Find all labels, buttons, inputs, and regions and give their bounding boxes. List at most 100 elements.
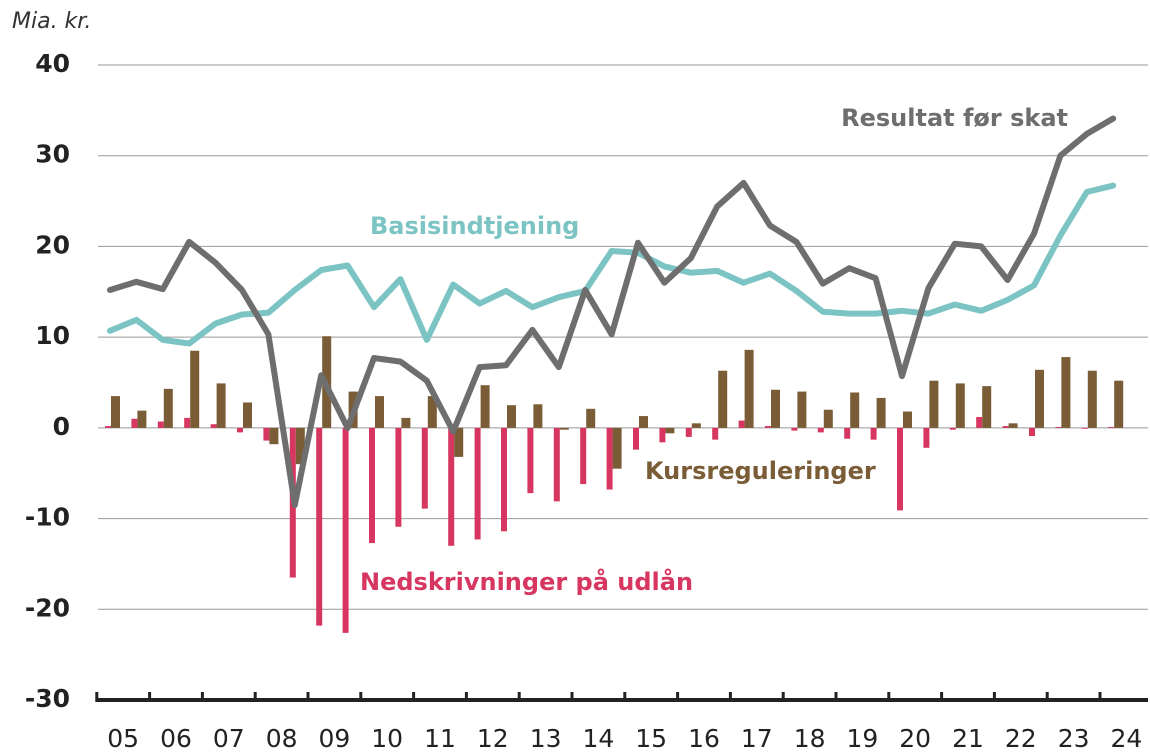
lines [107,115,1117,508]
bar [797,391,807,428]
bar [712,427,719,440]
y-tick-label: 40 [35,49,70,78]
bar [765,426,771,428]
y-axis-label: Mia. kr. [12,9,91,34]
series-label: Nedskrivninger på udlån [360,567,693,596]
bar [685,427,692,437]
bar [263,427,270,441]
x-tick-label: 22 [1005,724,1037,753]
x-tick-label: 15 [635,724,667,753]
bar [639,416,648,428]
bar [844,427,851,439]
x-tick-label: 12 [477,724,509,753]
x-tick-label: 20 [899,724,931,753]
bar [823,409,833,428]
bar [190,350,200,428]
bar [131,418,138,428]
bar [105,426,111,428]
x-tick-label: 14 [582,724,614,753]
grid: -30 -20 -10 0 10 20 30 40 [25,49,1148,713]
x-tick-label: 21 [952,724,984,753]
x-tick-label: 16 [688,724,720,753]
bar [876,397,886,428]
bar [744,349,754,428]
y-tick-label: 10 [35,321,70,350]
bar [955,383,965,428]
bar [976,416,983,428]
bar [527,427,534,494]
x-tick-label: 08 [266,724,298,753]
bar [111,396,120,428]
bar [474,427,481,540]
bar [949,427,956,430]
y-tick-label: -10 [25,503,70,532]
series-label: Kursreguleringer [645,457,876,485]
bar [897,427,903,511]
bar [1008,423,1018,428]
bar [982,386,992,428]
line [107,182,1117,347]
bar [480,385,490,428]
bar [606,427,613,490]
line [107,115,1117,508]
bar [421,427,428,509]
bar [316,427,323,626]
bar [137,410,147,428]
x-axis: 05 06 07 08 09 10 11 12 13 14 15 16 17 18 19 20 21 22 23 24 [95,692,1148,753]
bar [401,417,411,428]
bar [243,402,252,428]
x-tick-label: 19 [846,724,878,753]
bar [903,411,912,428]
y-tick-label: 30 [35,140,70,169]
bar [163,388,173,428]
x-tick-label: 06 [160,724,192,753]
bar [216,383,226,428]
y-tick-label: -20 [25,593,70,622]
bar [870,427,877,440]
x-tick-label: 18 [794,724,826,753]
bar [501,427,507,532]
bar [369,427,375,544]
bar [929,380,939,428]
bar [659,427,666,443]
series-label: Resultat før skat [841,104,1068,132]
bar [295,427,305,465]
bar [771,389,780,428]
bar [559,427,569,430]
x-tick-label: 10 [371,724,403,753]
bar [718,370,728,428]
bar [237,427,243,433]
x-tick-label: 17 [741,724,773,753]
bar [1087,370,1097,428]
x-tick-label: 05 [107,724,139,753]
bar [210,424,217,428]
bar [454,427,464,457]
bar [1081,427,1088,429]
bar [1108,426,1115,428]
bar [395,427,402,527]
y-tick-label: 0 [53,412,70,441]
bar [533,404,543,428]
bar [448,427,455,546]
bar [580,427,587,485]
bar [665,427,675,434]
bar [612,427,622,469]
x-tick-label: 13 [530,724,562,753]
bar [923,427,930,448]
x-tick-label: 09 [318,724,350,753]
bar [1002,426,1009,428]
bar [791,427,798,431]
annotations: Nedskrivninger på udlån Kursreguleringer B… [360,104,1068,596]
x-tick-label: 23 [1058,724,1090,753]
bar [553,427,560,502]
series-label: Basisindtjening [370,212,579,240]
bar [691,423,701,428]
x-tick-label: 11 [424,724,456,753]
bar [342,427,349,633]
bar [738,420,745,428]
bar [1055,426,1062,428]
bar [507,405,516,428]
bar [817,427,824,433]
bar [1035,369,1044,428]
